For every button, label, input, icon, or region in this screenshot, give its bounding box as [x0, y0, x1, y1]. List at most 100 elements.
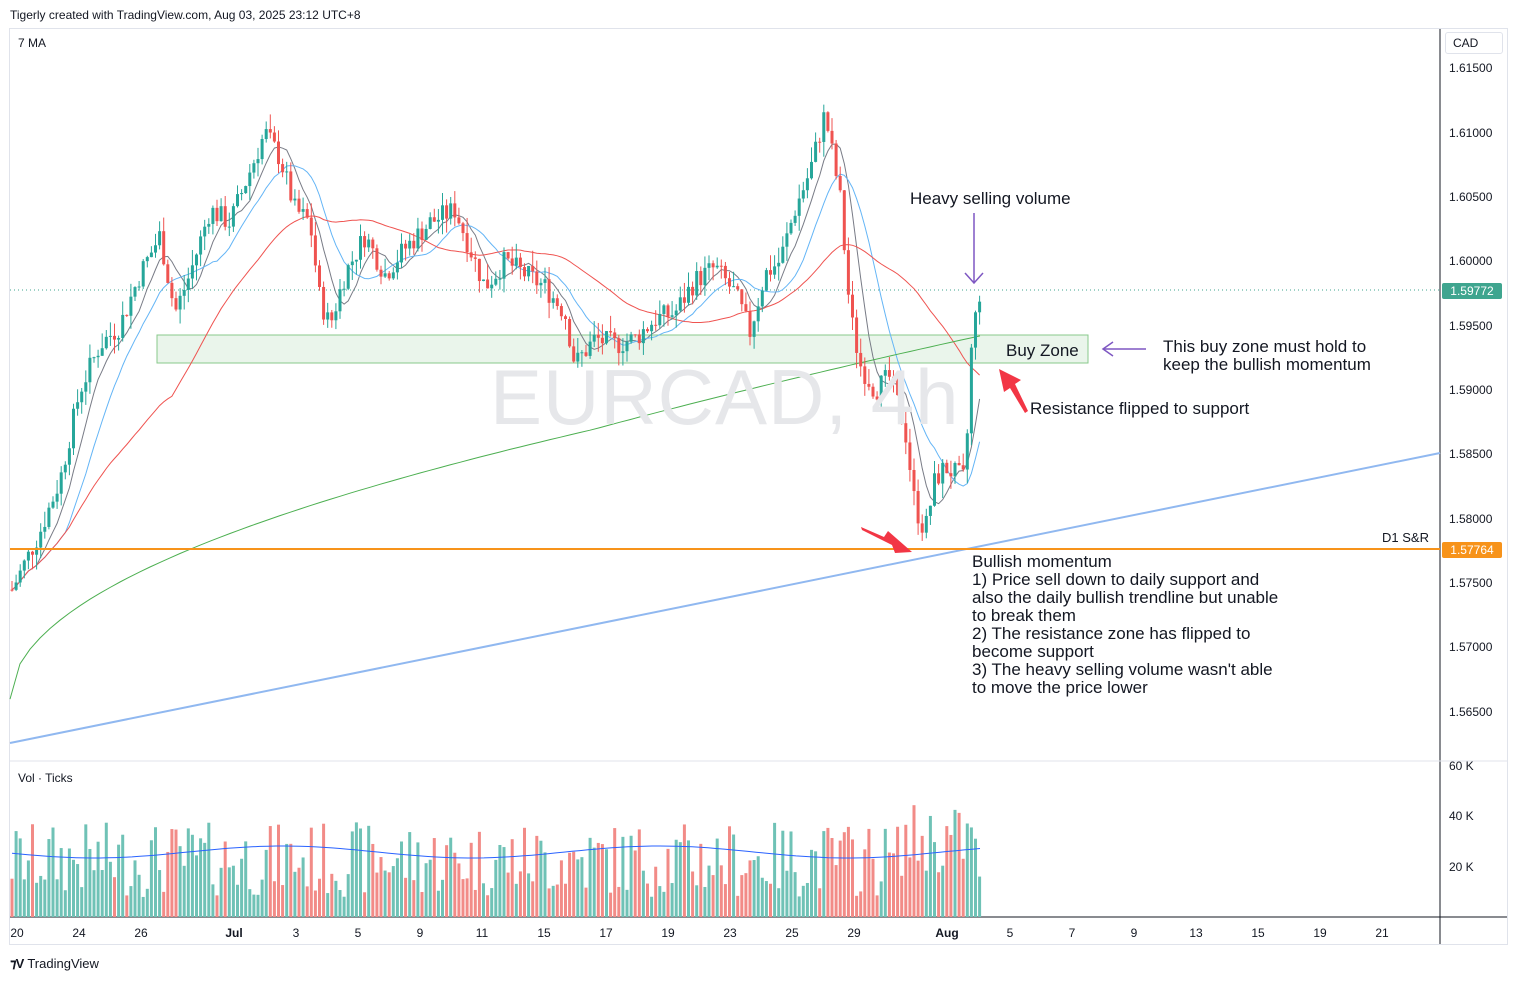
- candle-body: [137, 286, 141, 288]
- volume-bar: [588, 837, 592, 917]
- candle-body: [892, 376, 895, 378]
- candle-body: [801, 190, 805, 199]
- bullish-momentum-title[interactable]: Bullish momentum: [972, 552, 1112, 571]
- currency-selector[interactable]: CAD: [1445, 32, 1503, 54]
- candle-body: [166, 264, 170, 283]
- candle-body: [96, 355, 100, 358]
- candle-body: [658, 313, 662, 326]
- volume-bar: [248, 889, 252, 917]
- resistance-flip-label[interactable]: Resistance flipped to support: [1030, 399, 1250, 418]
- candle-body: [740, 289, 744, 305]
- buy-zone-note[interactable]: This buy zone must hold to keep the bull…: [1163, 337, 1371, 374]
- volume-bar: [10, 878, 14, 917]
- date-tick: 21: [1375, 926, 1389, 940]
- candle-body: [121, 314, 125, 338]
- price-tick: 1.59500: [1449, 319, 1493, 333]
- volume-bar: [928, 815, 932, 917]
- volume-bar: [166, 851, 170, 917]
- volume-bar: [18, 838, 22, 917]
- volume-bar: [855, 895, 859, 917]
- candle-body: [461, 223, 465, 234]
- date-tick: 7: [1068, 926, 1076, 940]
- candle-body: [35, 547, 39, 555]
- volume-bar: [219, 867, 223, 917]
- candle-body: [293, 198, 297, 201]
- candle-body: [14, 582, 18, 590]
- candle-body: [945, 462, 949, 474]
- ma-40-line[interactable]: [11, 215, 980, 591]
- volume-bar: [379, 857, 383, 917]
- tradingview-logo[interactable]: ⁊V TradingView: [10, 956, 99, 972]
- candle-body: [650, 324, 654, 332]
- volume-bar: [145, 888, 149, 917]
- candle-body: [953, 462, 957, 477]
- candle-body: [305, 209, 309, 218]
- volume-bar: [162, 891, 166, 917]
- candle-body: [871, 386, 875, 397]
- candle-body: [711, 263, 715, 268]
- candle-body: [695, 271, 699, 296]
- ma-indicator-label[interactable]: 7 MA: [18, 36, 47, 50]
- candle-body: [149, 252, 153, 258]
- volume-bar: [719, 865, 723, 917]
- volume-bar: [674, 839, 678, 917]
- volume-bar: [732, 834, 736, 917]
- ma-long-line[interactable]: [9, 335, 981, 700]
- bullish-trendline[interactable]: [9, 452, 1441, 744]
- ma-14-line[interactable]: [11, 165, 981, 591]
- volume-bar: [920, 835, 924, 917]
- volume-bar: [96, 841, 100, 917]
- candle-body: [559, 306, 563, 317]
- volume-bar: [740, 875, 744, 917]
- volume-bar: [383, 870, 387, 917]
- volume-bar: [494, 859, 498, 917]
- volume-bar: [31, 824, 34, 917]
- volume-bar: [285, 843, 289, 917]
- candle-body: [527, 265, 531, 277]
- volume-bar: [272, 881, 276, 917]
- candle-body: [371, 239, 375, 249]
- candle-body: [855, 317, 859, 353]
- candle-body: [863, 366, 867, 384]
- date-tick: 17: [599, 926, 613, 940]
- candle-body: [789, 222, 793, 234]
- volume-bar: [412, 880, 416, 917]
- volume-bar: [178, 846, 182, 917]
- candle-body: [170, 282, 174, 299]
- candle-body: [477, 258, 481, 282]
- sr-level-label: D1 S&R: [1382, 530, 1429, 545]
- date-tick: 5: [354, 926, 362, 940]
- volume-indicator-label[interactable]: Vol · Ticks: [18, 771, 73, 785]
- candle-body: [383, 273, 387, 277]
- volume-bar: [609, 892, 613, 917]
- date-tick: Jul: [225, 926, 243, 940]
- volume-bar: [141, 896, 145, 917]
- volume-bar: [236, 884, 239, 917]
- volume-bar: [518, 871, 522, 917]
- volume-bar: [404, 877, 408, 917]
- candle-body: [637, 334, 641, 344]
- candle-body: [580, 352, 584, 354]
- ma-7-line[interactable]: [11, 143, 981, 591]
- candle-body: [551, 298, 555, 303]
- chart-frame: [9, 28, 1508, 945]
- candle-body: [933, 473, 936, 506]
- bullish-momentum-points[interactable]: 1) Price sell down to daily support and …: [972, 570, 1279, 697]
- volume-bar: [486, 895, 490, 917]
- volume-bar: [252, 894, 256, 917]
- heavy-selling-label[interactable]: Heavy selling volume: [910, 189, 1071, 208]
- volume-bar: [760, 877, 764, 917]
- candle-body: [43, 526, 47, 532]
- volume-bar: [789, 831, 793, 917]
- buy-zone-label[interactable]: Buy Zone: [1006, 341, 1079, 360]
- volume-bar: [957, 812, 961, 917]
- volume-bar: [699, 843, 703, 917]
- volume-bar: [449, 837, 453, 917]
- candle-body: [354, 259, 358, 262]
- candle-body: [674, 310, 678, 316]
- candle-body: [572, 346, 576, 362]
- volume-bar: [502, 847, 506, 917]
- candle-body: [846, 250, 850, 295]
- candle-body: [535, 271, 539, 286]
